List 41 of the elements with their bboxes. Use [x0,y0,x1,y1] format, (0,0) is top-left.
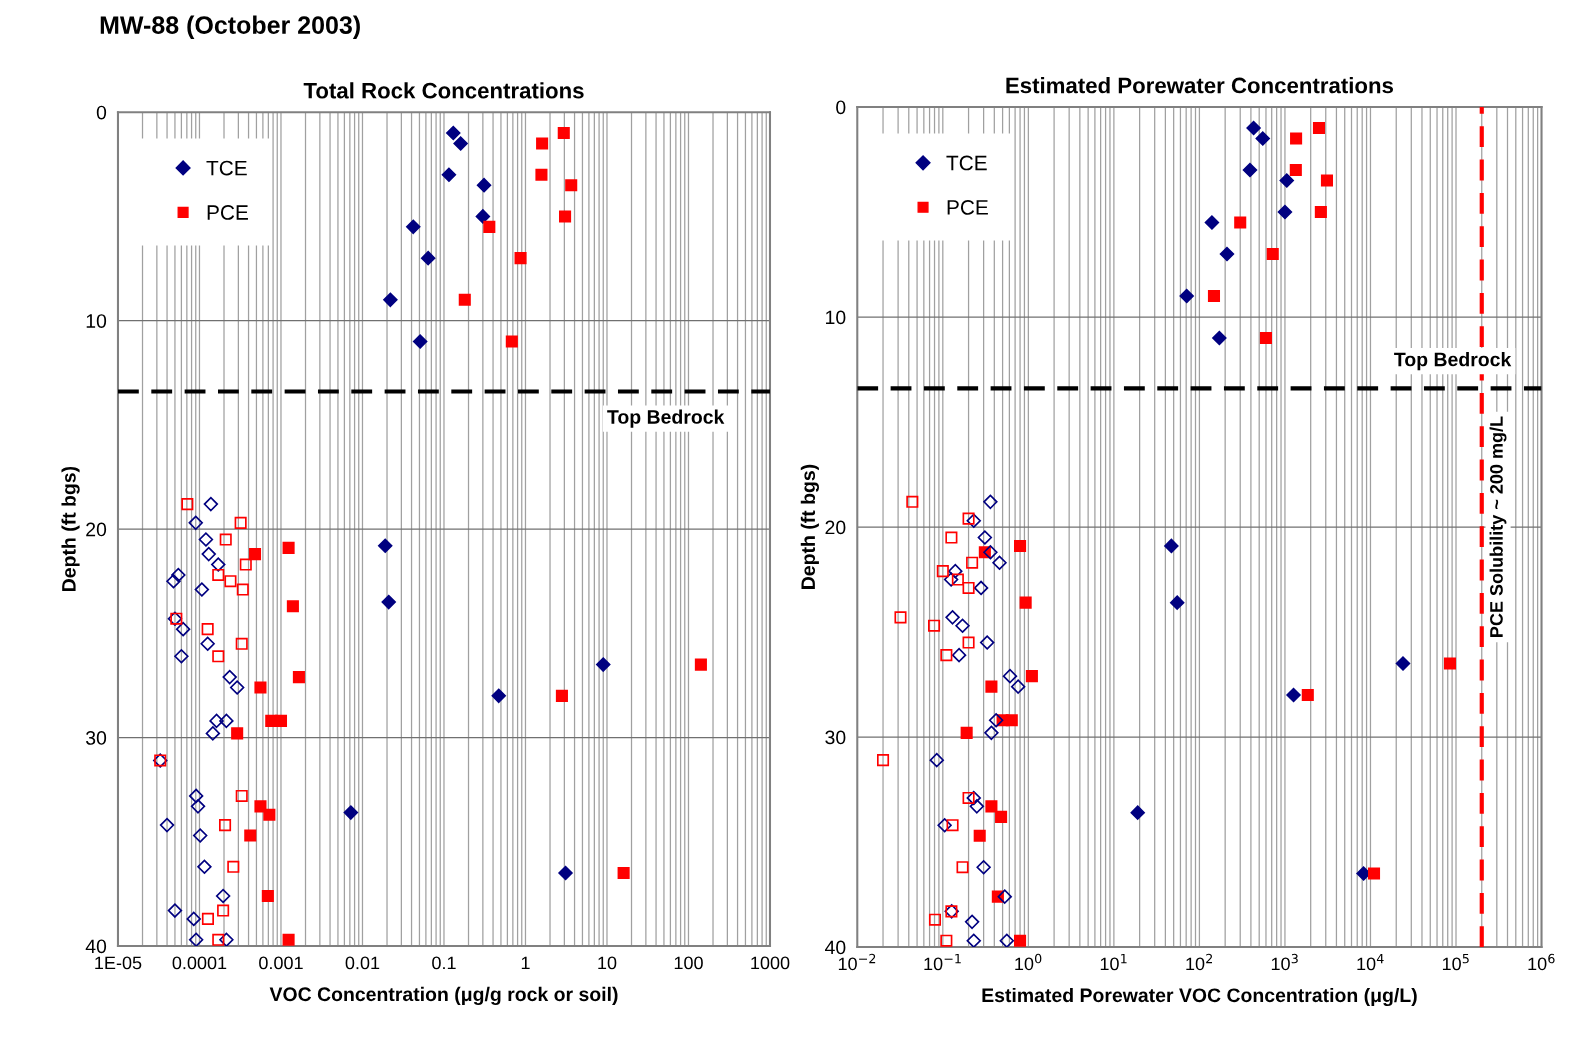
legend-label: TCE [206,160,247,176]
x-tick-label: 10$^{5}$ [1442,953,1469,971]
y-tick-label: 30 [85,731,107,745]
legend-label: PCE [207,205,248,220]
x-tick-label: 0.01 [345,956,380,970]
x-axis-title: VOC Concentration (μg/g rock or soil) [269,986,618,1006]
x-tick-label: 10$^{0}$ [1015,953,1042,971]
chart-title: Total Rock Concentrations [303,82,584,99]
ref-line-label: Top Bedrock [1394,352,1512,371]
y-axis-title: Depth (ft bgs) [800,464,819,589]
x-tick-label: 1E-05 [95,956,142,970]
x-tick-label: 10$^{−1}$ [924,953,961,971]
text: MW-88 (October 2003) [100,15,360,39]
ref-line-label: PCE Solubility ~ 200 mg/L [1489,416,1507,637]
y-tick-label: 0 [96,105,107,120]
y-tick-label: 0 [836,100,846,115]
x-tick-label: 10 [598,956,617,970]
chart-title: Estimated Porewater Concentrations [1006,77,1394,94]
y-tick-label: 30 [825,730,846,745]
legend-label: PCE [947,200,988,215]
x-tick-label: 0.1 [432,956,456,970]
x-tick-label: 100 [674,956,703,970]
x-tick-label: 10$^{1}$ [1100,953,1127,971]
y-tick-label: 20 [86,522,107,537]
y-tick-label: 10 [826,310,846,325]
legend-label: TCE [946,155,987,171]
x-tick-label: 0.001 [259,956,303,970]
y-tick-label: 20 [825,520,846,535]
x-tick-label: 10$^{4}$ [1357,953,1384,971]
x-axis-title: Estimated Porewater VOC Concentration (μg/L) [982,987,1417,1007]
y-tick-label: 40 [85,939,107,954]
x-tick-label: 10$^{6}$ [1528,953,1555,971]
y-tick-label: 40 [824,940,846,955]
y-axis-title: Depth (ft bgs) [61,466,80,591]
y-tick-label: 10 [86,314,107,328]
x-tick-label: 10$^{3}$ [1271,953,1298,971]
x-tick-label: 0.0001 [172,956,227,970]
x-tick-label: 1000 [751,956,790,970]
ref-line-label: Top Bedrock [607,409,725,428]
x-tick-label: 10$^{2}$ [1186,953,1212,971]
x-tick-label: 1 [521,956,530,970]
